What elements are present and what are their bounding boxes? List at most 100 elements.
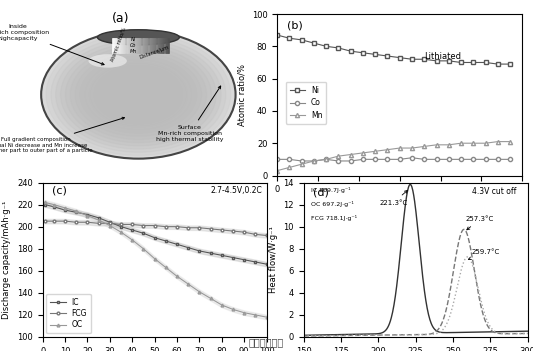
Circle shape xyxy=(90,62,187,127)
FCG xyxy=(196,226,203,230)
Circle shape xyxy=(119,82,158,107)
Circle shape xyxy=(51,37,226,152)
OC xyxy=(252,313,259,317)
FCG xyxy=(520,331,526,336)
IC xyxy=(62,208,68,212)
OC xyxy=(151,257,158,261)
FCG xyxy=(241,230,247,234)
Ni xyxy=(335,46,342,50)
FCG xyxy=(51,219,57,223)
Ellipse shape xyxy=(98,30,179,45)
IC xyxy=(263,262,270,266)
FCG xyxy=(42,219,48,223)
IC xyxy=(118,225,124,229)
OC xyxy=(230,307,236,311)
OC xyxy=(174,274,180,278)
Circle shape xyxy=(99,69,177,120)
IC xyxy=(84,212,91,217)
Co xyxy=(446,157,452,161)
OC xyxy=(140,247,147,251)
Y-axis label: Heat flow/W·g⁻¹: Heat flow/W·g⁻¹ xyxy=(269,226,278,293)
Ni xyxy=(311,41,317,45)
Co xyxy=(421,157,427,161)
Circle shape xyxy=(114,79,163,111)
Text: 259.7°C: 259.7°C xyxy=(469,249,500,260)
FCG xyxy=(252,232,259,237)
OC xyxy=(263,315,270,319)
OC xyxy=(434,329,440,333)
Co xyxy=(335,159,342,163)
Line: IC: IC xyxy=(44,203,268,266)
FCG xyxy=(464,255,471,259)
Legend: IC, FCG, OC: IC, FCG, OC xyxy=(46,294,91,333)
Mn xyxy=(360,151,366,155)
Mn xyxy=(397,146,403,150)
Y-axis label: Discharge capacity/mAh·g⁻¹: Discharge capacity/mAh·g⁻¹ xyxy=(3,200,12,319)
Text: IC 869.7J·g⁻¹: IC 869.7J·g⁻¹ xyxy=(311,187,350,193)
FCG xyxy=(163,225,169,229)
Ni xyxy=(384,54,391,58)
Mn xyxy=(409,146,415,150)
X-axis label: Distance from particle centre/μm: Distance from particle centre/μm xyxy=(330,200,470,209)
Mn xyxy=(286,165,293,170)
Line: OC: OC xyxy=(304,230,528,336)
Text: Lithiated: Lithiated xyxy=(424,52,461,61)
IC xyxy=(219,253,225,257)
Circle shape xyxy=(109,75,168,114)
FCG xyxy=(84,220,91,224)
Ni xyxy=(298,38,305,42)
Text: Inside
Ni-rich composition
highcapacity: Inside Ni-rich composition highcapacity xyxy=(0,24,104,65)
Mn xyxy=(348,152,354,157)
OC xyxy=(408,333,415,337)
Ni xyxy=(274,33,280,37)
Co xyxy=(470,157,477,161)
Mn xyxy=(446,143,452,147)
Circle shape xyxy=(133,91,143,98)
Ni xyxy=(458,60,464,65)
OC xyxy=(129,238,135,242)
Co xyxy=(372,157,378,161)
Legend: Ni, Co, Mn: Ni, Co, Mn xyxy=(286,82,326,124)
Mn xyxy=(470,141,477,145)
Circle shape xyxy=(70,50,206,139)
IC xyxy=(484,330,491,334)
FCG xyxy=(129,222,135,226)
Co xyxy=(311,159,317,163)
OC xyxy=(484,324,491,328)
OC xyxy=(95,218,102,222)
Ni xyxy=(482,60,489,65)
OC xyxy=(301,334,307,338)
Text: (b): (b) xyxy=(287,20,303,31)
IC xyxy=(42,203,48,207)
Ni xyxy=(421,57,427,61)
Ni xyxy=(495,62,501,66)
IC xyxy=(140,231,147,236)
Mn xyxy=(274,168,280,173)
Ni xyxy=(470,60,477,65)
FCG xyxy=(151,224,158,228)
OC xyxy=(107,224,113,228)
OC xyxy=(461,227,467,232)
IC xyxy=(407,183,414,187)
Circle shape xyxy=(85,59,192,130)
OC xyxy=(73,209,79,213)
Co xyxy=(274,157,280,161)
Line: IC: IC xyxy=(304,184,528,335)
OC xyxy=(196,290,203,294)
OC xyxy=(163,265,169,270)
FCG xyxy=(408,333,415,337)
Mn xyxy=(507,139,513,144)
Co xyxy=(348,159,354,163)
FCG xyxy=(422,332,428,337)
FCG xyxy=(230,229,236,233)
OC xyxy=(241,311,247,315)
Text: Full gradient composition
Gradual Ni decrease and Mn increase
from inner part to: Full gradient composition Gradual Ni dec… xyxy=(0,117,124,153)
Circle shape xyxy=(104,72,173,117)
Circle shape xyxy=(75,53,201,136)
Circle shape xyxy=(61,44,216,146)
Ni xyxy=(446,59,452,63)
FCG xyxy=(174,225,180,229)
FCG xyxy=(95,221,102,225)
Co xyxy=(409,155,415,160)
Circle shape xyxy=(41,31,236,159)
